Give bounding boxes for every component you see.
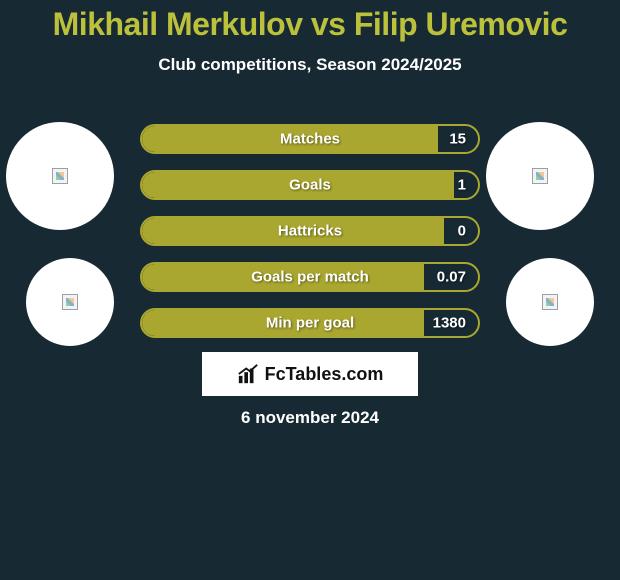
bars-icon (237, 363, 259, 385)
stat-bar: Matches15 (140, 124, 480, 154)
date-text: 6 november 2024 (0, 408, 620, 428)
page-subtitle: Club competitions, Season 2024/2025 (0, 55, 620, 75)
broken-image-icon (542, 294, 558, 310)
broken-image-icon (532, 168, 548, 184)
stat-bar-value: 1 (458, 177, 466, 194)
stat-bar-label: Hattricks (142, 223, 478, 240)
broken-image-icon (62, 294, 78, 310)
page-title: Mikhail Merkulov vs Filip Uremovic (0, 0, 620, 43)
stat-bar: Min per goal1380 (140, 308, 480, 338)
stat-bar: Hattricks0 (140, 216, 480, 246)
stat-bar: Goals per match0.07 (140, 262, 480, 292)
stat-bar: Goals1 (140, 170, 480, 200)
stat-bars: Matches15 Goals1 Hattricks0 Goals per match… (140, 124, 480, 354)
branding-text: FcTables.com (265, 364, 384, 385)
stat-bar-value: 1380 (433, 315, 466, 332)
player-avatar-left-bottom (26, 258, 114, 346)
stat-bar-label: Matches (142, 131, 478, 148)
player-avatar-right-bottom (506, 258, 594, 346)
broken-image-icon (52, 168, 68, 184)
stat-bar-label: Min per goal (142, 315, 478, 332)
player-avatar-right-top (486, 122, 594, 230)
branding-badge: FcTables.com (202, 352, 418, 396)
player-avatar-left-top (6, 122, 114, 230)
stat-bar-label: Goals (142, 177, 478, 194)
stat-bar-value: 0 (458, 223, 466, 240)
stat-bar-value: 0.07 (437, 269, 466, 286)
stat-bar-label: Goals per match (142, 269, 478, 286)
stat-bar-value: 15 (449, 131, 466, 148)
